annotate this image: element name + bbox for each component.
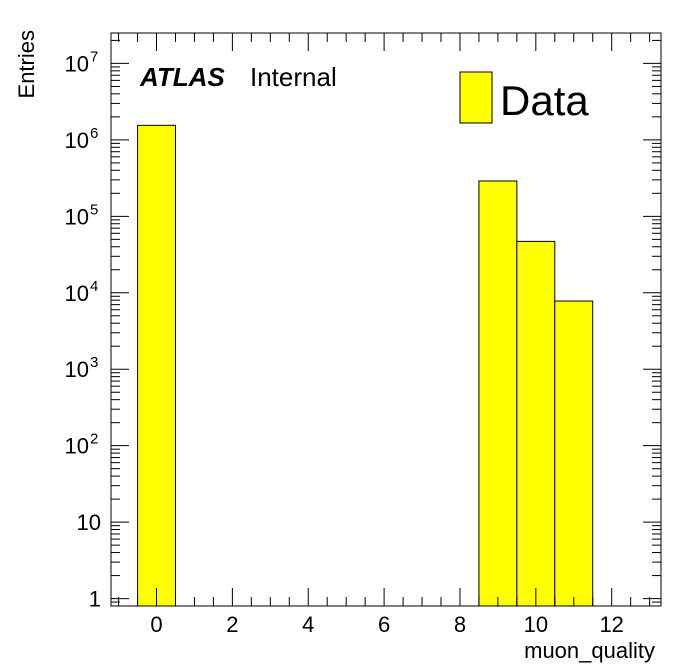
legend: Data xyxy=(459,71,589,124)
bar-0 xyxy=(137,124,176,607)
bar-1 xyxy=(478,180,518,607)
y-tick-exponent-4: 4 xyxy=(90,278,98,295)
y-tick-label-2: 10 xyxy=(65,434,89,459)
y-tick-exponent-5: 5 xyxy=(90,201,98,218)
bar-3 xyxy=(554,300,594,607)
y-tick-label-3: 10 xyxy=(65,357,89,382)
y-tick-label-5: 10 xyxy=(65,204,89,229)
x-tick-label-6: 12 xyxy=(599,612,623,637)
y-axis-title: Entries xyxy=(14,30,39,98)
minor-ticks-group xyxy=(111,33,661,607)
y-tick-label-0: 1 xyxy=(89,587,101,612)
bar-2 xyxy=(516,240,556,607)
x-tick-label-0: 0 xyxy=(150,612,162,637)
x-axis-title: muon_quality xyxy=(524,638,655,663)
y-tick-exponent-3: 3 xyxy=(90,354,98,371)
legend-swatch xyxy=(459,71,493,124)
legend-label: Data xyxy=(500,77,589,124)
x-tick-label-4: 8 xyxy=(454,612,466,637)
y-tick-exponent-6: 6 xyxy=(90,125,98,142)
y-tick-label-6: 10 xyxy=(65,128,89,153)
atlas-label: ATLAS xyxy=(139,62,225,92)
y-tick-exponent-7: 7 xyxy=(90,48,98,65)
bars-group xyxy=(137,124,594,607)
x-tick-label-5: 10 xyxy=(524,612,548,637)
y-tick-label-4: 10 xyxy=(65,281,89,306)
x-axis: 0 2 4 6 8 10 12 xyxy=(150,33,624,637)
x-tick-label-3: 6 xyxy=(378,612,390,637)
x-tick-label-1: 2 xyxy=(226,612,238,637)
y-tick-label-1: 10 xyxy=(77,510,101,535)
plot-frame xyxy=(110,32,662,607)
y-tick-exponent-2: 2 xyxy=(90,431,98,448)
internal-label: Internal xyxy=(250,62,337,92)
y-tick-label-7: 10 xyxy=(65,51,89,76)
x-tick-label-2: 4 xyxy=(302,612,314,637)
